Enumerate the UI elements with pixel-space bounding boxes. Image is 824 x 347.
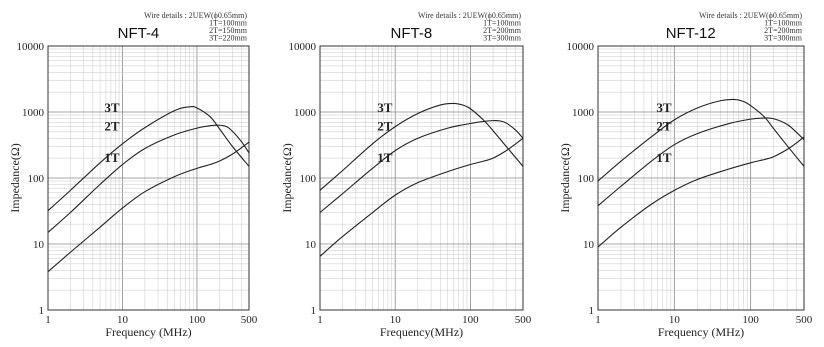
plot-frame	[597, 45, 805, 311]
y-tick-label: 1	[311, 305, 317, 317]
x-tick-label: 1	[595, 314, 601, 326]
series-line-1t	[319, 137, 524, 257]
series-line-3t	[597, 98, 805, 182]
x-tick-label: 100	[189, 314, 206, 326]
series-label-3t: 3T	[656, 100, 672, 115]
plot-frame	[319, 45, 524, 311]
wire-length-line: 2T=200mm	[483, 26, 522, 35]
wire-length-line: 1T=100mm	[764, 19, 803, 28]
x-tick-label: 10	[117, 314, 129, 326]
wire-details-label: Wire details : 2UEW(ϕ0.65mm)	[418, 11, 521, 20]
x-tick-label: 1	[45, 314, 51, 326]
x-tick-label: 100	[742, 314, 759, 326]
series-line-3t	[319, 102, 524, 191]
y-axis-label: Impedance(Ω)	[280, 143, 294, 213]
wire-length-line: 1T=100mm	[209, 19, 248, 28]
plot-grid	[319, 46, 524, 311]
y-tick-label: 10	[583, 239, 595, 251]
y-tick-label: 100	[578, 173, 595, 185]
series-label-2t: 2T	[377, 118, 393, 133]
wire-length-line: 1T=100mm	[483, 19, 522, 28]
series-label-1t: 1T	[377, 150, 393, 165]
series-label-1t: 1T	[104, 150, 120, 165]
wire-length-line: 3T=300mm	[764, 34, 803, 43]
y-tick-label: 1000	[294, 107, 317, 119]
wire-length-line: 2T=150mm	[209, 26, 248, 35]
y-tick-label: 10	[33, 239, 45, 251]
series-label-1t: 1T	[656, 150, 672, 165]
y-tick-label: 10000	[17, 41, 45, 53]
series-label-2t: 2T	[656, 118, 672, 133]
x-tick-label: 10	[669, 314, 681, 326]
x-tick-label: 10	[390, 314, 402, 326]
series-label-2t: 2T	[104, 118, 120, 133]
y-axis-label: Impedance(Ω)	[8, 143, 22, 213]
y-tick-label: 10	[305, 239, 317, 251]
series-line-2t	[319, 120, 524, 213]
x-axis-label: Frequency(MHz)	[380, 325, 463, 339]
chart-2: 1 10 100 1000 10000 1 10 100 500 Frequency(MHz) Im…	[280, 11, 532, 339]
plot-grid	[47, 46, 250, 311]
y-tick-label: 10000	[567, 41, 595, 53]
series-label-3t: 3T	[104, 100, 120, 115]
x-axis-label: Frequency (MHz)	[105, 325, 191, 339]
wire-details-label: Wire details : 2UEW(ϕ0.65mm)	[144, 11, 247, 20]
x-tick-label: 100	[462, 314, 479, 326]
x-tick-label: 500	[515, 314, 532, 326]
series-line-1t	[597, 136, 805, 248]
series-line-3t	[47, 105, 250, 212]
series-line-2t	[597, 117, 805, 207]
series-label-3t: 3T	[377, 100, 393, 115]
y-tick-label: 10000	[289, 41, 317, 53]
y-axis-label: Impedance(Ω)	[558, 143, 572, 213]
chart-title: NFT-12	[666, 25, 716, 42]
chart-title: NFT-8	[391, 25, 433, 42]
y-tick-label: 1	[39, 305, 45, 317]
y-tick-label: 100	[300, 173, 317, 185]
chart-title: NFT-4	[118, 25, 160, 42]
x-tick-label: 500	[241, 314, 258, 326]
y-tick-label: 1	[589, 305, 595, 317]
wire-details-label: Wire details : 2UEW(ϕ0.65mm)	[699, 11, 802, 20]
wire-length-line: 2T=200mm	[764, 26, 803, 35]
x-tick-label: 500	[796, 314, 813, 326]
y-tick-label: 1000	[572, 107, 595, 119]
series-line-1t	[47, 141, 250, 273]
wire-length-line: 3T=300mm	[483, 34, 522, 43]
x-tick-label: 1	[317, 314, 323, 326]
y-tick-label: 100	[28, 173, 45, 185]
y-tick-label: 1000	[22, 107, 45, 119]
wire-length-line: 3T=220mm	[209, 34, 248, 43]
chart-1: 1 10 100 1000 10000 1 10 100 500 Frequency (MHz) I…	[8, 11, 258, 339]
chart-3: 1 10 100 1000 10000 1 10 100 500 Frequency (MHz) I…	[558, 11, 813, 339]
x-axis-label: Frequency (MHz)	[658, 325, 744, 339]
series-line-2t	[47, 124, 250, 233]
plot-frame	[47, 45, 250, 311]
